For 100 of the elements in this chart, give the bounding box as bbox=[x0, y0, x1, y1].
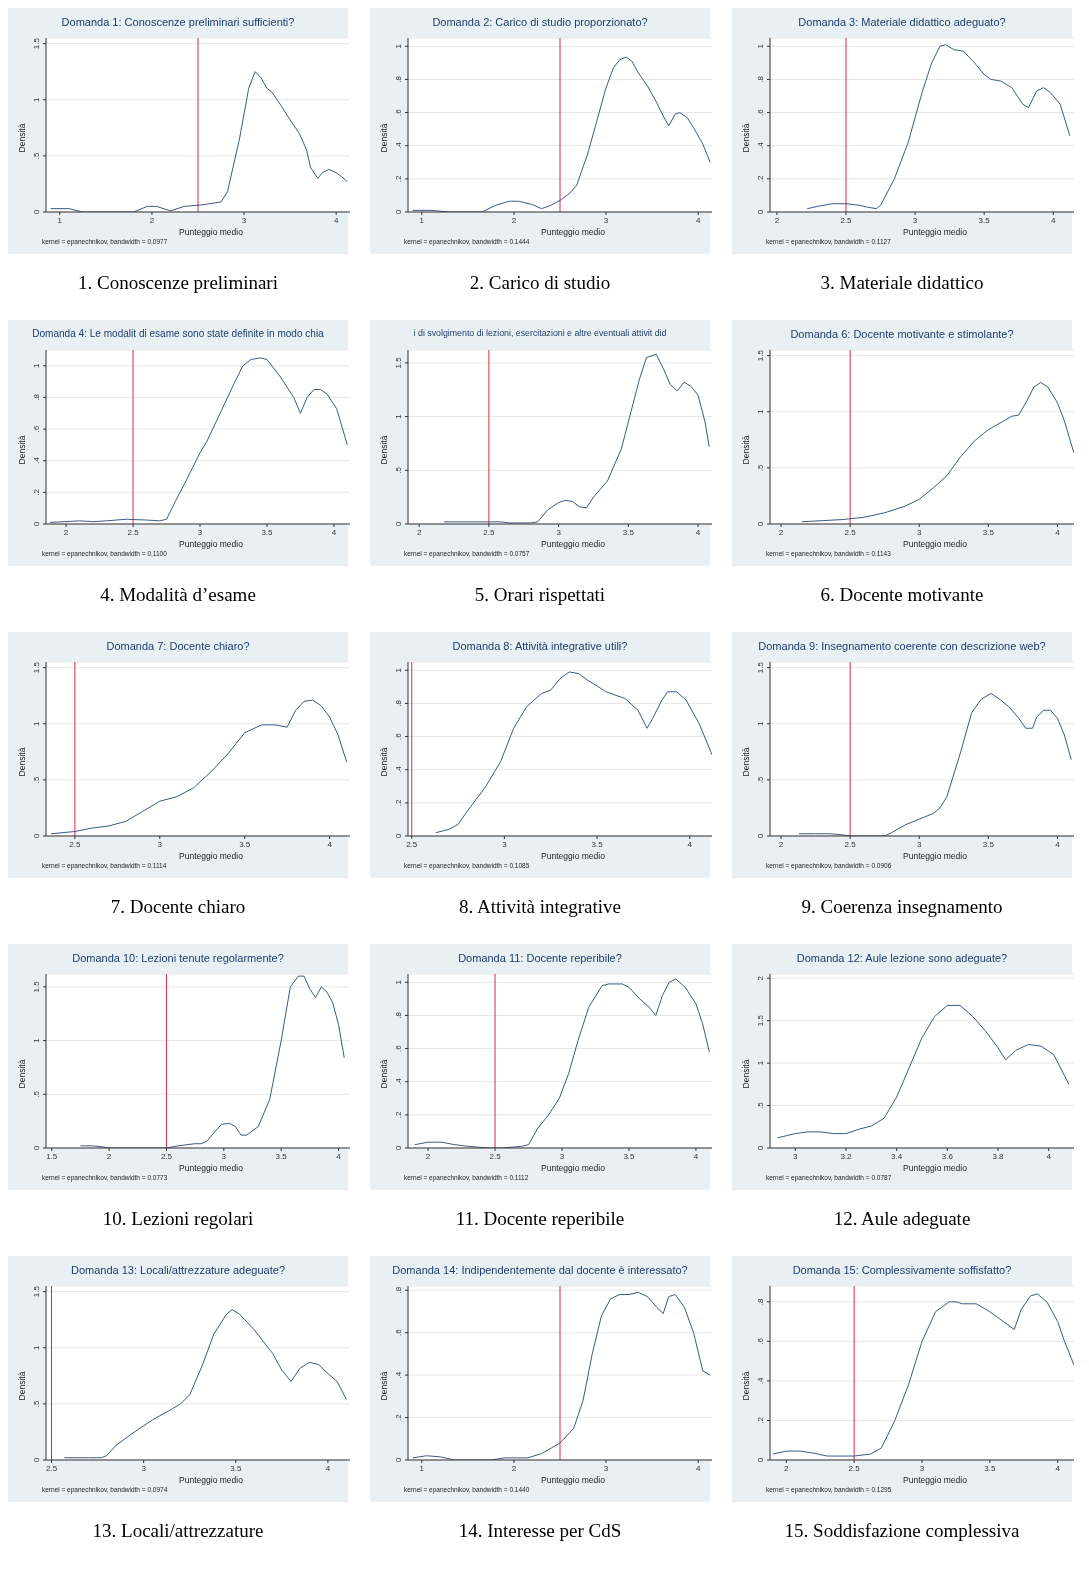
text: 1. Conoscenze preliminari bbox=[77, 272, 279, 295]
x-tick-label: 3.5 bbox=[623, 1151, 636, 1161]
x-tick-label: 4 bbox=[331, 527, 337, 537]
line-series bbox=[412, 1291, 711, 1460]
x-axis-title: Punteggio medio bbox=[902, 539, 968, 549]
y-axis-title: Densità bbox=[17, 747, 27, 777]
y-tick-label: 0 bbox=[756, 1145, 765, 1151]
y-tick-label: .2 bbox=[756, 174, 765, 183]
chart-title: Domanda 4: Le modalit di esame sono state definite in modo chia bbox=[31, 327, 325, 341]
y-tick-label: .2 bbox=[32, 488, 41, 496]
x-tick-label: 3.4 bbox=[891, 1151, 903, 1161]
x-tick-label: 2.5 bbox=[489, 1151, 502, 1161]
y-tick-label: 0 bbox=[756, 1457, 765, 1463]
x-tick-label: 4 bbox=[1051, 215, 1057, 225]
y-tick-label: 1 bbox=[32, 96, 41, 102]
x-tick-label: 3 bbox=[603, 215, 609, 225]
line-series bbox=[806, 44, 1071, 210]
y-tick-label: .4 bbox=[756, 1377, 765, 1385]
x-tick-label: 2 bbox=[416, 527, 422, 537]
x-axis-title: Punteggio medio bbox=[540, 539, 606, 549]
y-tick-label: .4 bbox=[32, 456, 41, 465]
y-tick-label: .2 bbox=[756, 1416, 765, 1424]
x-axis-title: Punteggio medio bbox=[540, 851, 606, 861]
y-tick-label: .6 bbox=[394, 732, 403, 740]
y-tick-label: 1 bbox=[756, 1060, 765, 1066]
text: 3. Materiale didattico bbox=[819, 272, 985, 295]
line-series bbox=[49, 357, 348, 523]
x-tick-label: 2 bbox=[784, 1463, 790, 1473]
text: 5. Orari rispettati bbox=[473, 584, 607, 607]
y-tick-label: .8 bbox=[394, 75, 403, 83]
x-tick-label: 3 bbox=[221, 1151, 227, 1161]
chart-title: Domanda 11: Docente reperibile? bbox=[457, 951, 623, 966]
x-tick-label: 3.5 bbox=[982, 839, 995, 849]
x-tick-label: 2 bbox=[511, 1463, 517, 1473]
x-tick-label: 2 bbox=[425, 1151, 431, 1161]
y-tick-label: 1.5 bbox=[756, 1014, 765, 1027]
x-axis-title: Punteggio medio bbox=[178, 539, 244, 549]
x-tick-label: 3 bbox=[912, 215, 918, 225]
y-tick-label: .4 bbox=[394, 141, 403, 150]
chart-title: Domanda 9: Insegnamento coerente con descrizione web? bbox=[757, 639, 1047, 654]
y-tick-label: .4 bbox=[394, 765, 403, 774]
y-tick-label: 1 bbox=[394, 979, 403, 985]
y-tick-label: .6 bbox=[394, 1044, 403, 1052]
x-tick-label: 3.5 bbox=[275, 1151, 288, 1161]
x-tick-label: 4 bbox=[327, 839, 333, 849]
x-axis-title: Punteggio medio bbox=[540, 1475, 606, 1485]
y-axis-title: Densità bbox=[379, 747, 389, 777]
text: 6. Docente motivante bbox=[819, 584, 985, 607]
x-tick-label: 3 bbox=[556, 527, 562, 537]
chart-title: Domanda 15: Complessivamente soffisfatto? bbox=[791, 1263, 1013, 1278]
x-axis-title: Punteggio medio bbox=[902, 227, 968, 237]
x-axis-title: Punteggio medio bbox=[902, 1475, 968, 1485]
y-tick-label: 1.5 bbox=[756, 349, 765, 362]
y-tick-label: .4 bbox=[756, 141, 765, 150]
y-tick-label: .8 bbox=[394, 699, 403, 707]
x-tick-label: 2 bbox=[774, 215, 780, 225]
y-tick-label: .2 bbox=[394, 1110, 403, 1119]
x-tick-label: 2.5 bbox=[844, 527, 857, 537]
x-tick-label: 3.5 bbox=[591, 839, 604, 849]
y-tick-label: .5 bbox=[394, 466, 403, 474]
y-tick-label: .5 bbox=[32, 1090, 41, 1098]
x-tick-label: 2 bbox=[778, 839, 784, 849]
y-tick-label: 1 bbox=[32, 720, 41, 726]
chart-title: i di svolgimento di lezioni, esercitazioni e altre eventuali attivit did bbox=[412, 327, 668, 340]
x-tick-label: 3 bbox=[241, 215, 247, 225]
y-tick-label: 0 bbox=[394, 209, 403, 215]
y-tick-label: .8 bbox=[32, 393, 41, 401]
x-tick-label: 3 bbox=[157, 839, 163, 849]
y-tick-label: .2 bbox=[394, 174, 403, 183]
line-series bbox=[798, 692, 1072, 836]
x-tick-label: 3.5 bbox=[261, 527, 274, 537]
chart-title: Domanda 1: Conoscenze preliminari sufficienti? bbox=[60, 15, 296, 30]
x-axis-title: Punteggio medio bbox=[178, 1475, 244, 1485]
y-tick-label: 0 bbox=[32, 521, 41, 527]
x-tick-label: 4 bbox=[333, 215, 339, 225]
x-tick-label: 3 bbox=[793, 1151, 799, 1161]
x-tick-label: 4 bbox=[325, 1463, 331, 1473]
y-tick-label: .4 bbox=[394, 1077, 403, 1086]
y-axis-title: Densità bbox=[741, 747, 751, 777]
x-tick-label: 2 bbox=[149, 215, 155, 225]
text: 4. Modalità d’esame bbox=[99, 584, 257, 607]
text: 10. Lezioni regolari bbox=[101, 1208, 255, 1231]
y-tick-label: 2 bbox=[756, 975, 765, 981]
x-tick-label: 1 bbox=[57, 215, 63, 225]
x-tick-label: 3.5 bbox=[984, 1463, 996, 1473]
y-axis-title: Densità bbox=[17, 1059, 27, 1089]
x-tick-label: 3 bbox=[502, 839, 508, 849]
x-tick-label: 4 bbox=[695, 1463, 701, 1473]
x-tick-label: 4 bbox=[1055, 527, 1061, 537]
y-tick-label: 1 bbox=[32, 363, 41, 369]
y-tick-label: .5 bbox=[756, 463, 765, 472]
x-tick-label: 3 bbox=[559, 1151, 565, 1161]
x-tick-label: 2.5 bbox=[406, 839, 418, 849]
y-tick-label: 0 bbox=[756, 521, 765, 527]
x-axis-title: Punteggio medio bbox=[178, 1163, 244, 1173]
x-tick-label: 2.5 bbox=[483, 527, 495, 537]
x-tick-label: 3 bbox=[919, 1463, 925, 1473]
x-tick-label: 2.5 bbox=[69, 839, 81, 849]
y-axis-title: Densità bbox=[741, 1059, 751, 1089]
line-series bbox=[801, 382, 1074, 523]
